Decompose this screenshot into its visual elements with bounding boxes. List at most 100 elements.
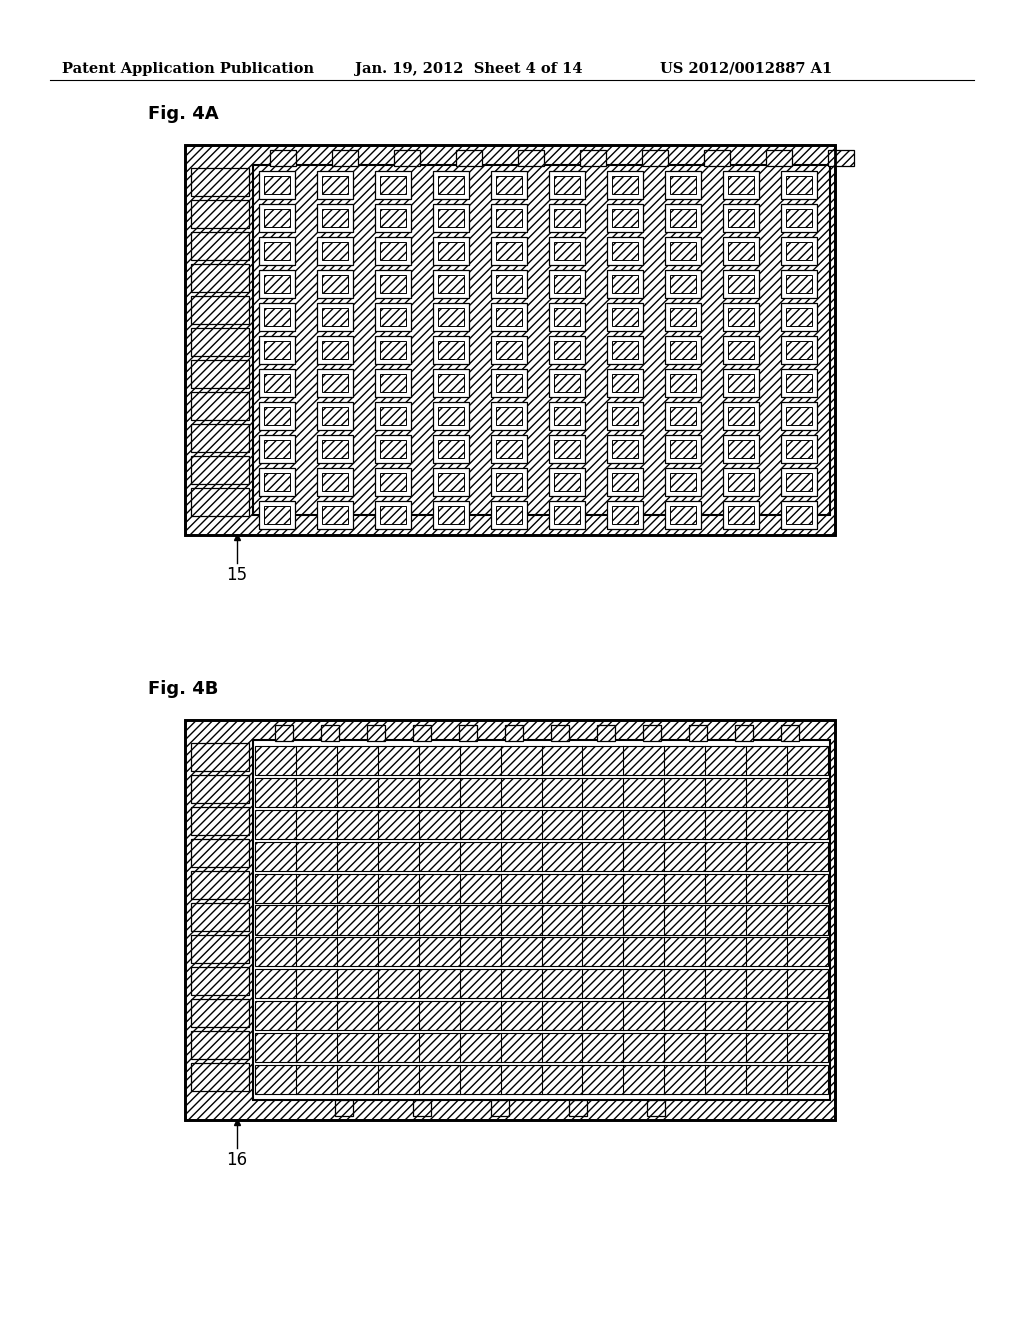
Bar bbox=[665, 337, 701, 364]
Bar bbox=[723, 469, 759, 496]
Bar bbox=[554, 176, 580, 194]
Bar bbox=[433, 370, 469, 397]
Bar bbox=[433, 304, 469, 331]
Bar bbox=[380, 407, 406, 425]
Bar bbox=[317, 238, 353, 265]
Bar bbox=[490, 337, 527, 364]
Bar bbox=[490, 370, 527, 397]
Bar bbox=[275, 725, 293, 741]
Bar bbox=[723, 172, 759, 199]
Bar bbox=[191, 807, 249, 836]
Bar bbox=[438, 374, 464, 392]
Bar bbox=[496, 473, 522, 491]
Bar bbox=[554, 473, 580, 491]
Bar bbox=[433, 271, 469, 298]
Bar bbox=[191, 775, 249, 803]
Bar bbox=[259, 337, 295, 364]
Bar bbox=[580, 150, 606, 166]
Bar bbox=[259, 436, 295, 463]
Bar bbox=[255, 874, 828, 903]
Bar bbox=[781, 436, 817, 463]
Bar bbox=[549, 172, 585, 199]
Bar bbox=[766, 150, 792, 166]
Bar bbox=[781, 502, 817, 529]
Text: Patent Application Publication: Patent Application Publication bbox=[62, 62, 314, 77]
Bar bbox=[259, 502, 295, 529]
Bar bbox=[259, 271, 295, 298]
Bar bbox=[554, 374, 580, 392]
Bar bbox=[786, 473, 812, 491]
Bar bbox=[380, 242, 406, 260]
Bar bbox=[375, 205, 411, 232]
Bar bbox=[438, 407, 464, 425]
Bar bbox=[380, 506, 406, 524]
Bar bbox=[191, 232, 249, 260]
Text: 16: 16 bbox=[226, 1151, 248, 1170]
Bar bbox=[670, 506, 696, 524]
Bar bbox=[665, 238, 701, 265]
Bar bbox=[255, 1001, 828, 1030]
Bar bbox=[375, 238, 411, 265]
Bar bbox=[259, 205, 295, 232]
Bar bbox=[665, 469, 701, 496]
Bar bbox=[549, 502, 585, 529]
Bar bbox=[723, 271, 759, 298]
Bar bbox=[438, 473, 464, 491]
Bar bbox=[490, 238, 527, 265]
Bar bbox=[191, 360, 249, 388]
Bar bbox=[317, 403, 353, 430]
Bar bbox=[335, 1100, 353, 1115]
Bar bbox=[728, 209, 754, 227]
Bar bbox=[607, 271, 643, 298]
Bar bbox=[490, 502, 527, 529]
Bar bbox=[264, 176, 290, 194]
Bar bbox=[380, 209, 406, 227]
Bar bbox=[264, 308, 290, 326]
Bar bbox=[723, 370, 759, 397]
Bar bbox=[786, 308, 812, 326]
Bar bbox=[781, 271, 817, 298]
Bar bbox=[496, 440, 522, 458]
Bar bbox=[255, 842, 828, 871]
Bar bbox=[191, 455, 249, 484]
Bar bbox=[255, 937, 828, 966]
Bar bbox=[723, 502, 759, 529]
Bar bbox=[728, 506, 754, 524]
Bar bbox=[781, 337, 817, 364]
Bar bbox=[607, 172, 643, 199]
Bar bbox=[322, 506, 348, 524]
Bar bbox=[496, 242, 522, 260]
Bar bbox=[375, 304, 411, 331]
Bar bbox=[670, 473, 696, 491]
Bar bbox=[191, 264, 249, 292]
Text: 15: 15 bbox=[226, 566, 248, 583]
Bar bbox=[490, 205, 527, 232]
Bar bbox=[723, 436, 759, 463]
Bar bbox=[612, 209, 638, 227]
Bar bbox=[317, 304, 353, 331]
Bar bbox=[322, 275, 348, 293]
Bar bbox=[438, 440, 464, 458]
Bar bbox=[786, 341, 812, 359]
Bar bbox=[191, 999, 249, 1027]
Bar bbox=[438, 209, 464, 227]
Bar bbox=[322, 440, 348, 458]
Bar bbox=[728, 440, 754, 458]
Bar bbox=[264, 209, 290, 227]
Bar bbox=[670, 440, 696, 458]
Bar bbox=[259, 172, 295, 199]
Bar bbox=[317, 172, 353, 199]
Bar bbox=[438, 506, 464, 524]
Bar bbox=[191, 201, 249, 228]
Bar bbox=[496, 308, 522, 326]
Bar bbox=[781, 304, 817, 331]
Bar bbox=[413, 1100, 431, 1115]
Bar bbox=[786, 440, 812, 458]
Bar bbox=[253, 165, 830, 515]
Bar bbox=[554, 341, 580, 359]
Bar bbox=[433, 502, 469, 529]
Bar bbox=[607, 403, 643, 430]
Bar bbox=[607, 304, 643, 331]
Bar bbox=[322, 209, 348, 227]
Bar bbox=[191, 743, 249, 771]
